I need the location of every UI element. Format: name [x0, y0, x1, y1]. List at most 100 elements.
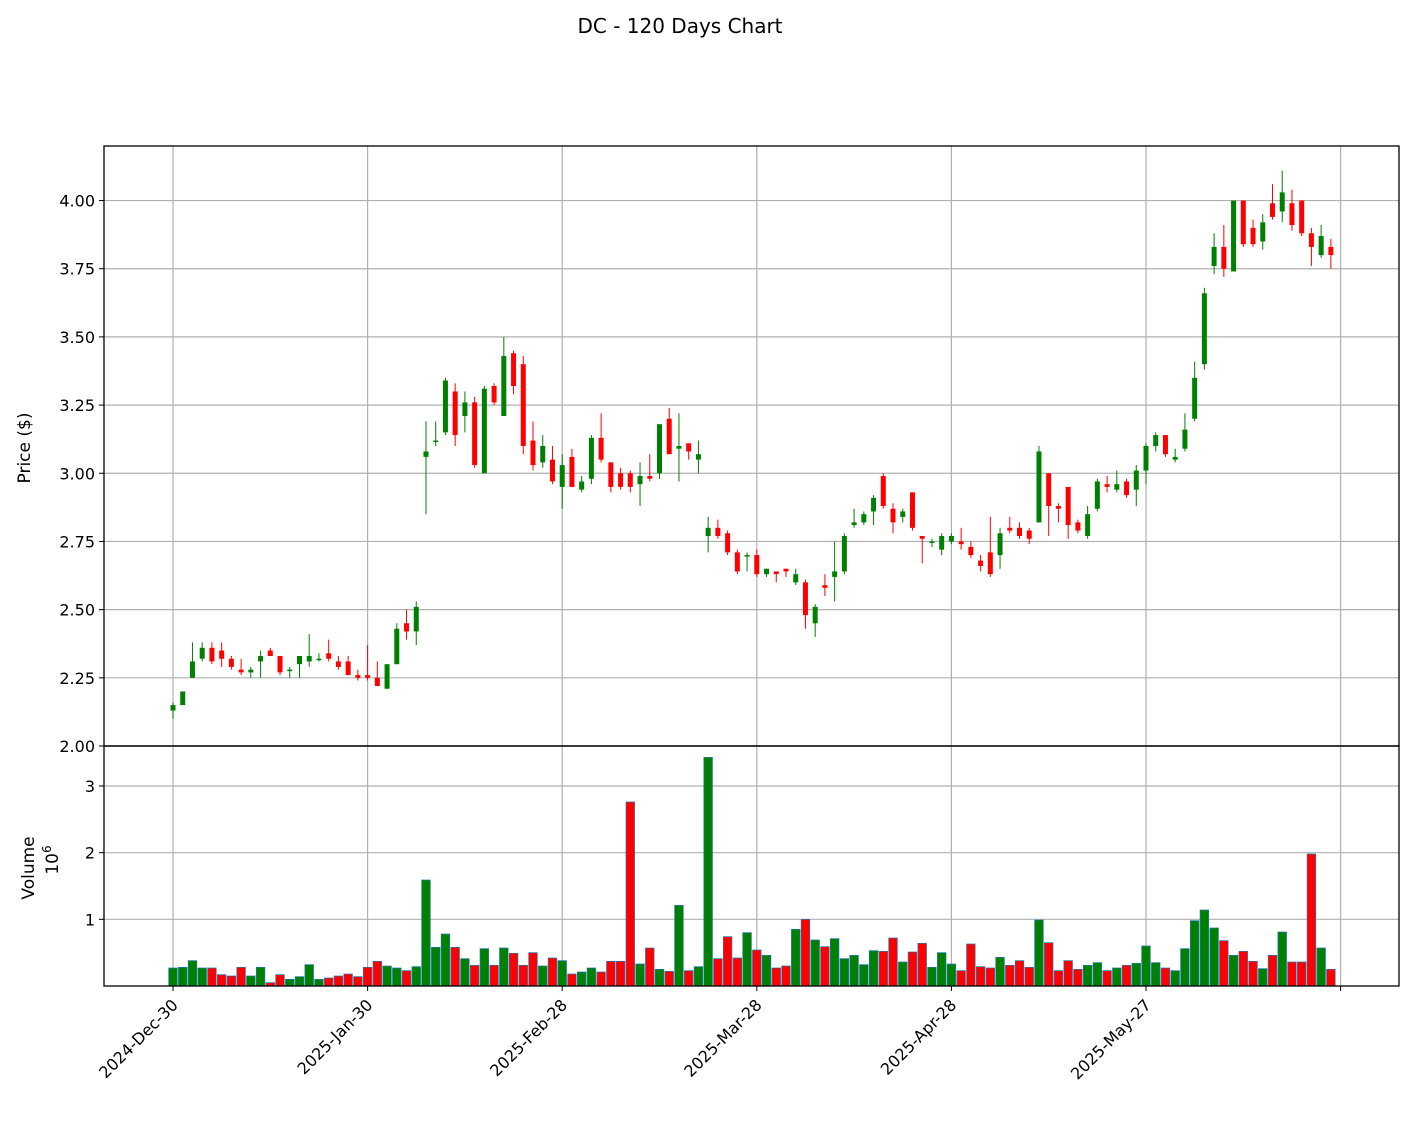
- volume-bar: [771, 967, 781, 987]
- volume-bar: [985, 967, 995, 987]
- candle-body: [1318, 236, 1324, 256]
- volume-bar: [1228, 954, 1239, 987]
- candle: [802, 579, 808, 629]
- volume-bar: [226, 975, 237, 987]
- candle: [1269, 184, 1275, 220]
- candle-body: [559, 465, 565, 487]
- candle: [657, 424, 662, 479]
- candle: [1172, 448, 1178, 463]
- candle-body: [345, 661, 351, 676]
- candle: [598, 413, 604, 463]
- candle-body: [880, 476, 886, 506]
- candle: [841, 533, 847, 575]
- volume-bar: [820, 946, 830, 987]
- volume-bar: [1160, 967, 1171, 987]
- volume-bar: [333, 975, 344, 987]
- candle: [472, 396, 478, 468]
- candle: [832, 541, 838, 602]
- candle: [764, 568, 770, 577]
- candle-body: [588, 437, 594, 479]
- candle: [754, 549, 760, 577]
- volume-bar: [294, 976, 305, 987]
- candle: [384, 664, 390, 689]
- candle-body: [1299, 200, 1305, 234]
- volume-bar: [625, 801, 635, 987]
- candle-body: [1055, 506, 1061, 509]
- candle-body: [1221, 246, 1227, 269]
- candle: [1308, 227, 1314, 266]
- date-tick-label: 2025-May-27: [1067, 995, 1155, 1083]
- candle-body: [909, 492, 915, 528]
- candle-body: [277, 656, 283, 673]
- candle-body: [481, 388, 487, 474]
- candle-body: [228, 658, 234, 667]
- candle: [1250, 219, 1256, 247]
- price-tick-label: 3.75: [59, 260, 95, 279]
- candle: [1231, 200, 1237, 272]
- candle-body: [384, 664, 390, 689]
- candle: [958, 527, 964, 550]
- candle: [1085, 506, 1091, 539]
- candle-body: [579, 481, 585, 490]
- candle: [501, 336, 507, 416]
- volume-bar: [800, 918, 811, 987]
- candle: [637, 462, 643, 506]
- volume-bar: [645, 947, 655, 987]
- candle-body: [1172, 456, 1178, 460]
- volume-bar: [1092, 962, 1103, 987]
- candle-body: [695, 454, 701, 460]
- volume-bar: [275, 974, 285, 987]
- candle-body: [316, 658, 322, 661]
- candle-body: [764, 568, 770, 575]
- candle: [822, 574, 828, 596]
- volume-bar: [217, 974, 227, 987]
- chart-title: DC - 120 Days Chart: [577, 14, 782, 38]
- volume-bar: [1102, 970, 1112, 987]
- candle-body: [209, 647, 215, 662]
- volume-bar: [732, 957, 742, 987]
- candle: [287, 666, 293, 678]
- volume-bar: [703, 756, 713, 987]
- candle: [871, 495, 877, 526]
- candle: [1211, 233, 1217, 275]
- volume-bar: [1180, 948, 1190, 987]
- candle-body: [306, 656, 312, 662]
- candle: [1299, 200, 1305, 236]
- candle: [909, 492, 915, 531]
- volume-bar: [956, 970, 966, 987]
- volume-bar: [1053, 970, 1064, 987]
- candle-body: [627, 473, 633, 487]
- volume-bar: [684, 970, 694, 987]
- volume-bar: [927, 966, 937, 987]
- candle: [1055, 503, 1061, 523]
- candle-body: [1308, 233, 1314, 247]
- candle: [413, 601, 419, 646]
- candle-body: [442, 380, 448, 433]
- price-tick-label: 3.00: [59, 464, 95, 483]
- candle: [715, 519, 721, 539]
- volume-bar: [761, 954, 772, 987]
- candle: [345, 656, 351, 676]
- candle: [267, 647, 273, 656]
- candle-body: [1328, 246, 1334, 256]
- candle: [228, 656, 234, 670]
- price-tick-label: 2.50: [59, 601, 95, 620]
- volume-bar: [178, 966, 188, 987]
- volume-bar: [1209, 927, 1219, 987]
- volume-bar: [1063, 960, 1073, 987]
- price-tick-label: 2.75: [59, 532, 95, 551]
- candle-body: [618, 473, 624, 487]
- candle-body: [1085, 514, 1091, 536]
- candle: [744, 552, 750, 572]
- volume-bar: [508, 952, 519, 987]
- candle: [987, 516, 993, 577]
- candle-body: [861, 514, 867, 523]
- volume-bar: [742, 932, 752, 987]
- candle-body: [355, 675, 361, 678]
- candle: [1075, 519, 1081, 534]
- candle-body: [1211, 246, 1217, 266]
- candle: [919, 536, 925, 564]
- volume-bar: [888, 937, 898, 987]
- candle: [433, 421, 439, 446]
- volume-bar: [255, 966, 266, 987]
